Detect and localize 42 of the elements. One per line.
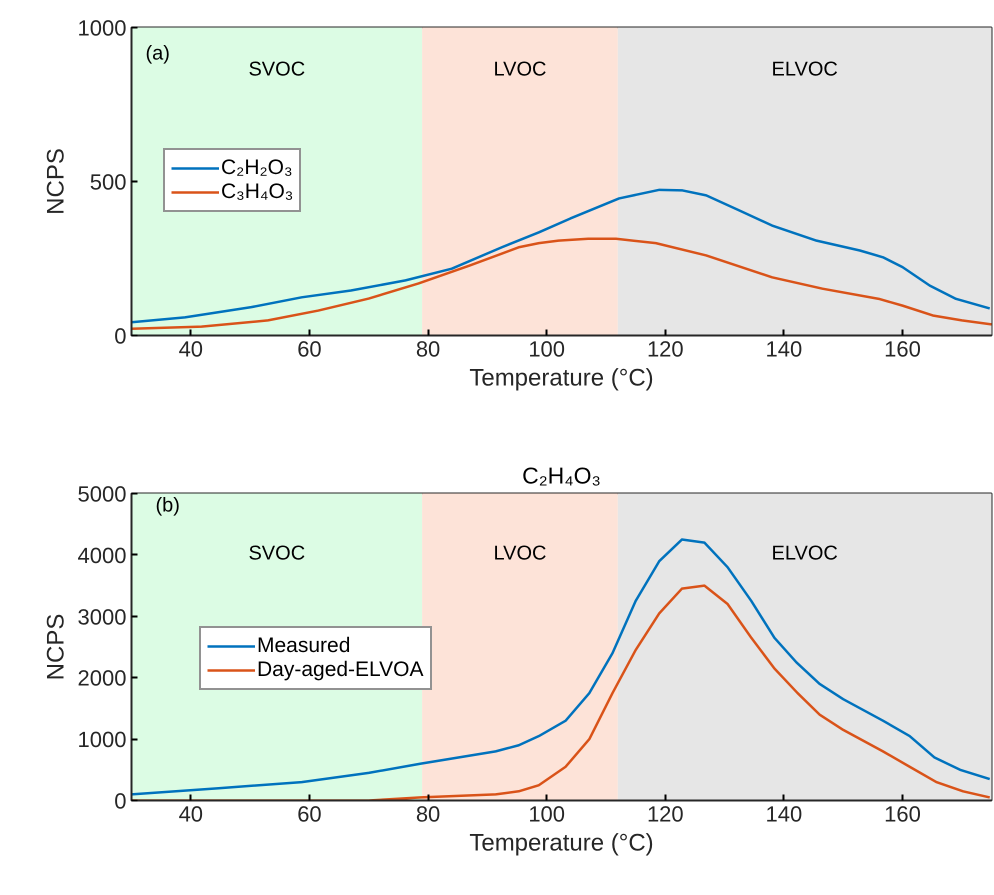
line-series [132, 238, 992, 330]
y-axis-title: NCPS [42, 614, 70, 680]
annotation: (b) [156, 494, 180, 516]
y-tick-label: 500 [90, 170, 127, 194]
legend-label: C₂H₂O₃ [221, 156, 293, 180]
x-tick-label: 160 [884, 336, 921, 362]
legend-label: Measured [257, 634, 350, 658]
y-tick-label: 2000 [78, 666, 127, 691]
x-tick-label: 80 [416, 802, 440, 826]
x-tick-label: 60 [297, 336, 322, 362]
y-tick-label: 5000 [78, 482, 127, 506]
x-tick-label: 100 [528, 802, 566, 826]
chart-title: C₂H₄O₃ [522, 462, 601, 488]
y-tick-label: 0 [114, 788, 127, 814]
x-axis-title: Temperature (°C) [469, 364, 654, 392]
band-label: LVOC [493, 58, 546, 80]
x-tick-label: 40 [178, 802, 204, 826]
legend-label: C₃H₄O₃ [221, 180, 294, 204]
y-tick-label: 0 [114, 324, 127, 348]
y-axis-title: NCPS [42, 148, 70, 215]
x-tick-label: 120 [646, 336, 684, 362]
y-tick-label: 1000 [78, 16, 127, 40]
band-label: SVOC [248, 58, 306, 80]
x-tick-label: 140 [766, 802, 802, 826]
line-series [132, 538, 991, 796]
band-label: LVOC [493, 542, 546, 564]
band-label: ELVOC [772, 542, 838, 564]
x-tick-label: 40 [178, 336, 204, 362]
y-tick-label: 1000 [78, 727, 127, 752]
legend-label: Day-aged-ELVOA [257, 658, 424, 682]
x-tick-label: 80 [416, 336, 440, 362]
band-label: SVOC [248, 542, 306, 564]
x-tick-label: 140 [766, 336, 802, 362]
y-tick-label: 3000 [78, 604, 127, 630]
x-tick-label: 160 [884, 802, 921, 826]
x-tick-label: 100 [528, 336, 566, 362]
x-tick-label: 120 [646, 802, 684, 826]
annotation: (a) [146, 42, 170, 64]
band-label: ELVOC [772, 58, 838, 80]
y-tick-label: 4000 [78, 542, 127, 568]
x-axis-title: Temperature (°C) [469, 830, 654, 856]
x-tick-label: 60 [297, 802, 322, 826]
